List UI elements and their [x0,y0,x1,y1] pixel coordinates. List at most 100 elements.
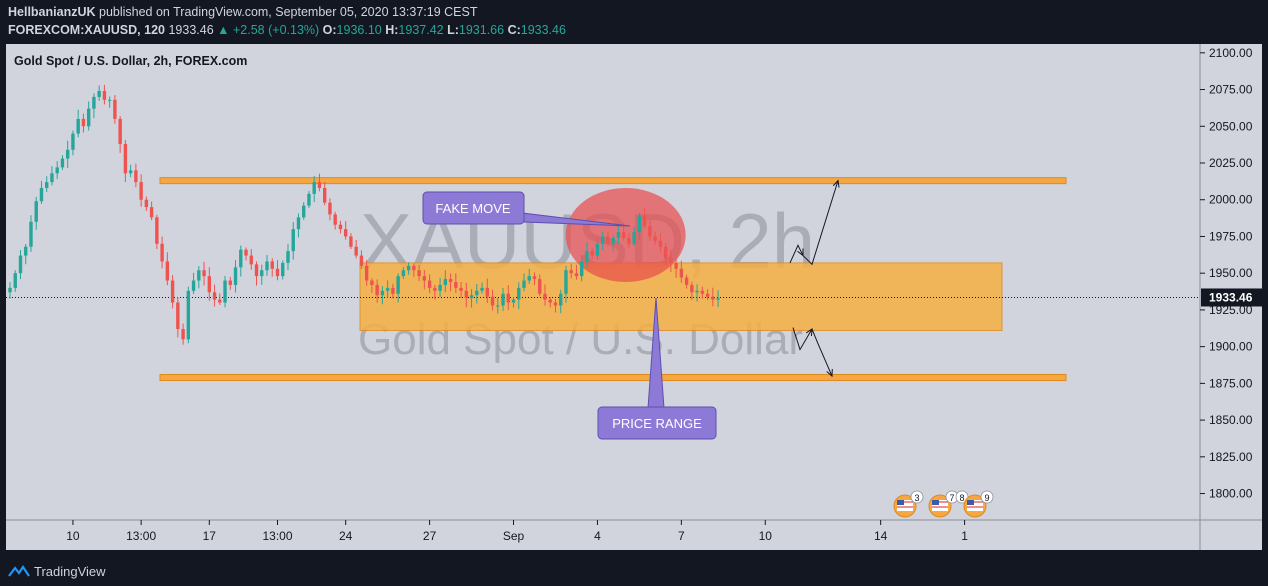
candle[interactable] [716,298,720,300]
candle[interactable] [517,287,521,300]
bull-arrow-2[interactable] [802,180,839,266]
candle[interactable] [606,236,610,244]
candle[interactable] [469,295,474,299]
candle[interactable] [611,237,615,244]
candle[interactable] [197,270,201,281]
candle[interactable] [328,202,332,215]
candle[interactable] [18,255,23,274]
candle[interactable] [690,284,694,293]
candle[interactable] [401,270,406,277]
candle[interactable] [412,265,416,271]
candle[interactable] [417,270,421,277]
candle[interactable] [621,232,626,238]
candle[interactable] [548,299,552,303]
candle[interactable] [123,143,128,174]
candle[interactable] [648,226,652,237]
candle[interactable] [590,251,594,256]
candle[interactable] [165,261,170,281]
candle[interactable] [391,287,395,294]
candle[interactable] [448,279,453,282]
candle[interactable] [265,261,269,271]
candle[interactable] [485,287,489,297]
candle[interactable] [616,232,621,238]
candle[interactable] [176,302,180,330]
bull-arrow-1[interactable] [789,244,804,264]
candle[interactable] [281,262,285,277]
candle[interactable] [364,265,369,281]
candle[interactable] [97,91,101,97]
candle[interactable] [475,290,479,296]
candle[interactable] [107,99,112,101]
candle[interactable] [307,193,311,206]
candle[interactable] [569,270,573,274]
candle[interactable] [170,280,175,303]
candle[interactable] [312,182,316,194]
candle[interactable] [553,302,558,306]
candle[interactable] [349,236,353,247]
candle[interactable] [155,217,159,244]
event-count-badge[interactable] [980,490,994,504]
candle[interactable] [207,276,212,293]
candle[interactable] [202,270,206,277]
candle[interactable] [71,133,75,150]
candle[interactable] [663,246,668,259]
candle[interactable] [454,282,458,288]
candle[interactable] [674,262,678,269]
candle[interactable] [427,280,432,288]
candle[interactable] [181,329,185,340]
candle[interactable] [433,287,437,291]
candle[interactable] [333,214,337,225]
fake-move-bubble[interactable] [565,187,686,282]
candle[interactable] [506,293,510,303]
candle[interactable] [24,246,28,256]
candle[interactable] [218,299,222,303]
candle[interactable] [338,224,343,230]
candle[interactable] [81,118,86,127]
candle[interactable] [669,258,673,263]
brand-name[interactable]: TradingView [34,564,106,579]
candle[interactable] [538,279,542,294]
candle[interactable] [34,201,38,222]
candle[interactable] [8,287,12,293]
candle[interactable] [212,292,217,300]
time-scale[interactable] [6,520,1262,550]
candle[interactable] [559,293,563,306]
candle[interactable] [700,290,705,294]
candle[interactable] [29,221,33,247]
candle[interactable] [359,255,364,266]
candle[interactable] [139,182,143,200]
candle[interactable] [144,199,149,208]
candle[interactable] [191,280,196,291]
candle[interactable] [385,287,390,291]
candle[interactable] [532,276,537,280]
candle[interactable] [653,236,657,241]
candle[interactable] [422,276,427,281]
candle[interactable] [380,290,385,296]
price-scale[interactable] [1200,44,1262,520]
candle[interactable] [102,91,107,100]
candle[interactable] [134,170,138,183]
price-chart[interactable]: XAUUSD, 2h Gold Spot / U.S. Dollar 2100.… [0,0,1268,556]
tradingview-logo-icon[interactable] [8,565,30,577]
candle[interactable] [511,299,516,303]
candle[interactable] [291,229,295,252]
candle[interactable] [543,293,547,300]
candle[interactable] [302,205,306,218]
bear-arrow-1[interactable] [792,327,813,351]
candle[interactable] [55,167,59,174]
candle[interactable] [249,255,253,265]
candle[interactable] [406,265,411,271]
candle[interactable] [65,149,70,159]
candle[interactable] [270,261,274,269]
candle[interactable] [45,182,49,188]
candle[interactable] [228,280,232,285]
candle[interactable] [76,118,80,134]
candle[interactable] [490,296,495,306]
candle[interactable] [627,237,631,244]
candle[interactable] [632,232,636,244]
candle[interactable] [600,236,605,244]
candle[interactable] [443,279,448,285]
candle[interactable] [580,261,584,277]
candle[interactable] [233,267,238,285]
candle[interactable] [564,270,568,294]
